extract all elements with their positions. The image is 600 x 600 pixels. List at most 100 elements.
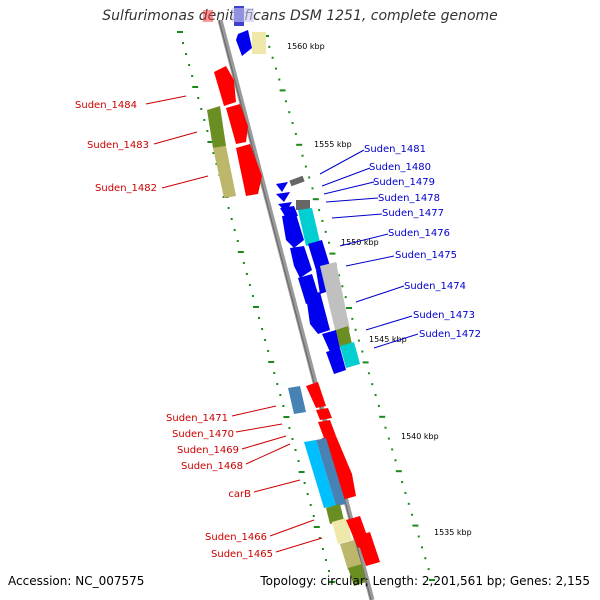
gene-label[interactable]: Suden_1480 [369, 162, 431, 173]
scale-dot [267, 350, 270, 352]
gene-label[interactable]: Suden_1477 [382, 208, 444, 219]
scale-dot [407, 502, 410, 505]
scale-dot [391, 448, 394, 451]
gene-label[interactable]: Suden_1472 [419, 329, 481, 340]
scale-dot [212, 152, 215, 154]
scale-dot [318, 209, 321, 212]
gene-label[interactable]: Suden_1483 [87, 140, 149, 151]
scale-dot [328, 241, 331, 244]
scale-dot [427, 568, 430, 571]
scale-dot [377, 404, 380, 407]
scale-dot [411, 513, 414, 516]
map-title: Sulfurimonas denitrificans DSM 1251, com… [102, 8, 498, 24]
scale-dot [188, 64, 191, 66]
scale-dot [177, 31, 183, 33]
scale-dot [294, 132, 297, 135]
genome-backbone-edge [218, 19, 372, 600]
scale-dot [191, 75, 194, 77]
scale-dot [273, 372, 276, 374]
scale-dot [362, 361, 369, 364]
gene-label[interactable]: Suden_1481 [364, 144, 426, 155]
scale-dot [379, 415, 386, 418]
gene-label[interactable]: Suden_1466 [205, 532, 267, 543]
scale-dot [311, 187, 314, 190]
scale-dot [264, 339, 267, 341]
scale-dot [429, 579, 435, 581]
gene-label[interactable]: Suden_1476 [388, 228, 450, 239]
scale-dot [324, 230, 327, 233]
tick-label: 1540 kbp [401, 432, 439, 441]
scale-dot [261, 328, 264, 330]
scale-dot [242, 262, 245, 264]
gene-blocks-top [203, 6, 266, 56]
scale-dot [401, 481, 404, 484]
scale-dot [424, 557, 427, 560]
gene-label[interactable]: carB [228, 489, 251, 500]
scale-dot [306, 493, 309, 495]
scale-dot [318, 537, 321, 539]
scale-dot [200, 108, 203, 110]
scale-dot [236, 240, 239, 242]
scale-dot [324, 559, 327, 561]
tick-label: 1535 kbp [434, 528, 472, 537]
scale-dot [361, 350, 364, 353]
gene-label[interactable]: Suden_1469 [177, 445, 239, 456]
scale-dot [412, 524, 419, 527]
scale-dot [329, 581, 335, 583]
scale-dot [248, 284, 251, 286]
scale-dot [395, 470, 402, 473]
scale-dot [237, 251, 244, 253]
scale-dot [279, 89, 286, 92]
scale-dot [283, 416, 290, 418]
gene-label[interactable]: Suden_1471 [166, 413, 228, 424]
scale-dot [276, 383, 279, 385]
scale-dot [371, 383, 374, 386]
scale-dot [274, 67, 277, 70]
forward-gene-blocks [207, 66, 380, 586]
label-leaders [145, 95, 419, 553]
scale-dot [227, 207, 230, 209]
scale-dot [354, 328, 357, 331]
gene-label[interactable]: Suden_1482 [95, 183, 157, 194]
scale-track-right [263, 35, 435, 581]
gene-label[interactable]: Suden_1475 [395, 250, 457, 261]
scale-dot [421, 546, 424, 549]
gene-label[interactable]: Suden_1478 [378, 193, 440, 204]
forward-gene-labels: Suden_1484 Suden_1483 Suden_1482 Suden_1… [75, 100, 273, 560]
scale-dot [301, 154, 304, 157]
gene-label[interactable]: Suden_1468 [181, 461, 243, 472]
gene-label[interactable]: Suden_1473 [413, 310, 475, 321]
scale-dot [288, 427, 291, 429]
scale-dot [197, 97, 200, 99]
scale-dot [282, 405, 285, 407]
scale-dot [288, 111, 291, 114]
scale-dot [417, 535, 420, 538]
scale-dot [304, 165, 307, 168]
scale-dot [387, 437, 390, 440]
scale-dot [346, 307, 352, 309]
scale-dot [367, 372, 370, 375]
genome-summary: Topology: circular; Length: 2,201,561 bp… [260, 574, 590, 588]
scale-dot [258, 317, 261, 319]
accession-label: Accession: NC_007575 [8, 574, 145, 588]
scale-dot [394, 459, 397, 462]
scale-dot [308, 176, 311, 179]
scale-dot [341, 285, 344, 288]
scale-dot [312, 515, 315, 517]
tick-label: 1545 kbp [369, 335, 407, 344]
scale-dot [182, 42, 185, 44]
gene-label[interactable]: Suden_1474 [404, 281, 466, 292]
scale-dot [271, 56, 274, 59]
tick-label: 1560 kbp [287, 42, 325, 51]
gene-label[interactable]: Suden_1479 [373, 177, 435, 188]
scale-dot [384, 426, 387, 429]
scale-dot [298, 471, 305, 473]
gene-label[interactable]: Suden_1484 [75, 100, 137, 111]
scale-dot [245, 273, 248, 275]
scale-dot [329, 252, 336, 255]
scale-dot [215, 163, 218, 165]
gene-label[interactable]: Suden_1465 [211, 549, 273, 560]
gene-label[interactable]: Suden_1470 [172, 429, 234, 440]
